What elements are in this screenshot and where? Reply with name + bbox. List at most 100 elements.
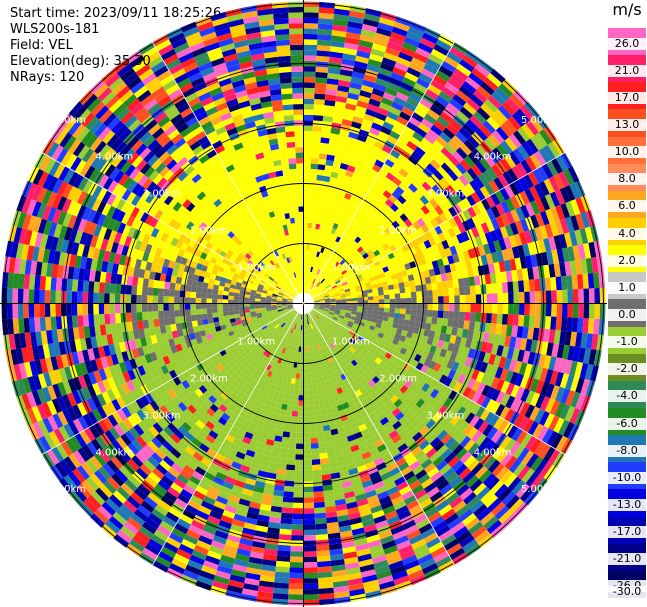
range-gate-cell <box>316 218 322 225</box>
range-gate-cell <box>467 389 477 401</box>
range-gate-cell <box>479 274 486 285</box>
range-gate-cell <box>348 284 355 289</box>
range-gate-cell <box>540 341 549 356</box>
range-gate-cell <box>373 303 379 308</box>
range-gate-cell <box>109 313 116 324</box>
range-gate-cell <box>429 173 440 185</box>
range-gate-cell <box>404 218 413 228</box>
range-gate-cell <box>399 213 409 222</box>
range-gate-cell <box>296 427 304 433</box>
range-gate-cell <box>426 283 433 291</box>
range-gate-cell <box>475 371 485 383</box>
range-gate-cell <box>553 263 561 277</box>
range-gate-cell <box>298 395 304 401</box>
range-gate-cell <box>430 388 440 399</box>
range-gate-cell <box>429 345 437 354</box>
range-gate-cell <box>594 288 601 304</box>
range-gate-cell <box>432 455 445 467</box>
range-gate-cell <box>496 345 504 357</box>
range-gate-cell <box>330 282 337 288</box>
range-gate-cell <box>451 403 462 415</box>
range-gate-cell <box>429 437 441 448</box>
range-gate-cell <box>394 308 401 314</box>
range-gate-cell <box>426 261 434 270</box>
range-gate-cell <box>217 312 224 317</box>
range-gate-cell <box>307 313 311 319</box>
range-gate-cell <box>452 253 460 263</box>
range-gate-cell <box>587 273 595 289</box>
range-gate-cell <box>303 125 313 132</box>
range-gate-cell <box>463 320 470 330</box>
range-gate-cell <box>558 358 568 374</box>
range-gate-cell <box>323 260 328 267</box>
range-gate-cell <box>330 348 336 355</box>
range-gate-cell <box>317 560 332 568</box>
range-gate-cell <box>371 122 383 132</box>
range-gate-cell <box>337 318 343 324</box>
range-gate-cell <box>152 287 159 296</box>
range-gate-cell <box>416 303 423 310</box>
range-gate-cell <box>313 485 324 492</box>
range-gate-cell <box>362 275 369 281</box>
range-gate-cell <box>549 400 561 416</box>
range-gate-cell <box>414 408 424 418</box>
range-gate-cell <box>351 325 358 331</box>
range-gate-cell <box>433 401 444 413</box>
range-gate-cell <box>164 281 171 290</box>
range-gate-cell <box>439 418 451 430</box>
range-gate-cell <box>475 144 488 158</box>
range-gate-cell <box>553 173 565 190</box>
range-gate-cell <box>332 334 338 340</box>
range-gate-cell <box>45 316 52 331</box>
range-gate-cell <box>323 292 329 296</box>
range-gate-cell <box>420 392 430 402</box>
range-gate-cell <box>481 198 491 211</box>
range-gate-cell <box>340 202 348 210</box>
range-gate-cell <box>341 246 348 254</box>
range-gate-cell <box>335 305 342 308</box>
range-gate-cell <box>385 425 396 435</box>
range-gate-cell <box>403 101 417 112</box>
range-gate-cell <box>565 390 576 406</box>
range-gate-cell <box>142 319 149 329</box>
range-gate-cell <box>551 157 563 174</box>
range-gate-cell <box>377 268 385 275</box>
range-gate-cell <box>341 157 351 165</box>
range-gate-cell <box>309 283 313 289</box>
range-gate-cell <box>412 230 421 239</box>
range-gate-cell <box>323 203 330 210</box>
range-gate-cell <box>174 316 181 324</box>
range-gate-cell <box>413 513 428 525</box>
range-gate-cell <box>316 251 321 258</box>
range-gate-cell <box>294 465 304 471</box>
range-gate-cell <box>477 245 486 256</box>
range-gate-cell <box>461 328 469 339</box>
range-gate-cell <box>313 496 325 503</box>
range-gate-cell <box>499 226 509 239</box>
range-gate-cell <box>303 77 316 83</box>
range-gate-cell <box>317 283 323 289</box>
range-gate-cell <box>324 295 330 298</box>
range-gate-cell <box>317 319 322 325</box>
range-gate-cell <box>420 137 433 149</box>
range-gate-cell <box>429 422 440 434</box>
range-gate-cell <box>452 94 467 107</box>
range-gate-cell <box>323 293 330 297</box>
range-gate-cell <box>519 402 531 417</box>
range-gate-cell <box>335 322 341 327</box>
range-gate-cell <box>314 507 326 514</box>
range-gate-cell <box>374 326 381 333</box>
range-gate-cell <box>373 83 387 92</box>
range-gate-cell <box>310 311 315 316</box>
range-gate-cell <box>510 195 521 210</box>
range-gate-cell <box>487 498 502 512</box>
range-gate-cell <box>303 497 314 503</box>
range-gate-cell <box>441 534 457 547</box>
range-gate-cell <box>430 275 437 284</box>
range-gate-cell <box>395 373 404 382</box>
range-gate-cell <box>415 421 426 432</box>
range-gate-cell <box>317 431 325 438</box>
range-gate-cell <box>467 458 480 472</box>
range-gate-cell <box>411 57 426 69</box>
range-gate-cell <box>471 391 482 404</box>
